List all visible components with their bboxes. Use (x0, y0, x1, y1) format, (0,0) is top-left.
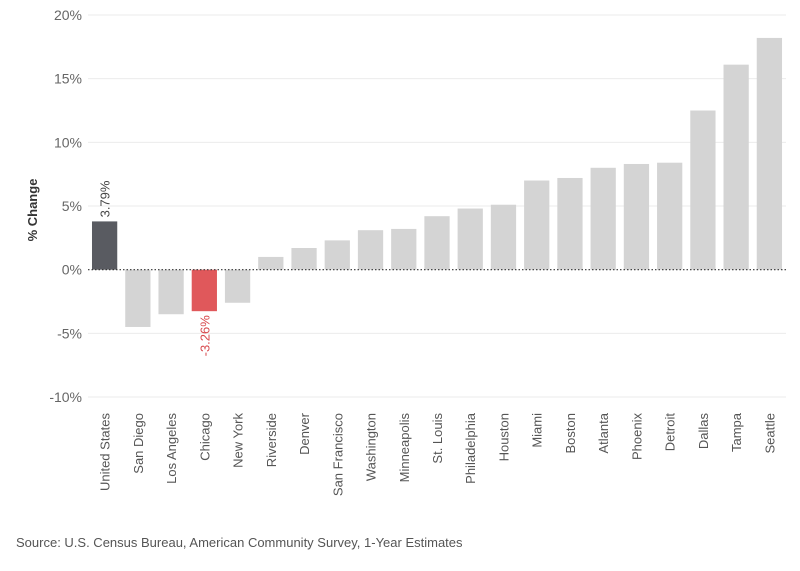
bar (291, 248, 317, 270)
y-tick-label: -10% (49, 389, 82, 405)
x-tick-label: Chicago (197, 413, 212, 461)
x-tick-label: San Diego (131, 413, 146, 474)
x-tick-label: Dallas (696, 413, 711, 450)
bar (690, 110, 716, 270)
x-tick-label: Denver (297, 412, 312, 455)
x-tick-label: Washington (364, 413, 379, 481)
x-tick-label: San Francisco (330, 413, 345, 496)
bar (723, 64, 749, 270)
y-tick-label: 20% (54, 7, 82, 23)
x-tick-label: United States (98, 413, 113, 492)
bar (357, 230, 384, 270)
bar-chart: -10% -5% 0% 5% 10% 15% 20% United States San Di… (25, 7, 786, 496)
gridlines (88, 14, 786, 398)
y-tick-label: 0% (62, 262, 82, 278)
x-tick-label: Seattle (762, 413, 777, 453)
x-tick-label: Detroit (663, 413, 678, 452)
x-tick-label: New York (231, 413, 246, 468)
bar (756, 37, 783, 270)
y-tick-label: 15% (54, 71, 82, 87)
bar (424, 216, 450, 270)
bar (490, 204, 517, 270)
x-tick-label: St. Louis (430, 413, 445, 464)
x-tick-label: Los Angeles (164, 413, 179, 484)
bar (457, 208, 483, 270)
bar (191, 269, 217, 312)
x-tick-label: Philadelphia (463, 412, 478, 484)
bar (557, 177, 583, 270)
bar (258, 256, 284, 270)
bar (224, 269, 251, 303)
y-tick-label: 10% (54, 134, 82, 150)
data-labels: 3.79% -3.26% (98, 180, 213, 356)
x-tick-label: Phoenix (629, 413, 644, 460)
bar (524, 180, 550, 270)
source-note: Source: U.S. Census Bureau, American Com… (16, 535, 463, 550)
x-tick-label: Riverside (264, 413, 279, 467)
x-axis-labels: United States San Diego Los Angeles Chicago… (98, 412, 778, 496)
bars (91, 37, 783, 327)
data-label: 3.79% (98, 180, 113, 217)
bar (590, 167, 616, 270)
x-tick-label: Boston (563, 413, 578, 453)
data-label: -3.26% (197, 315, 212, 357)
y-tick-label: -5% (57, 325, 82, 341)
bar (324, 240, 350, 270)
bar (158, 269, 184, 315)
x-tick-label: Atlanta (596, 412, 611, 453)
bar (657, 162, 683, 270)
y-tick-label: 5% (62, 198, 82, 214)
bar (391, 228, 417, 270)
x-tick-label: Minneapolis (397, 413, 412, 483)
bar (91, 221, 118, 270)
y-axis-title: % Change (25, 179, 40, 242)
x-tick-label: Miami (530, 413, 545, 448)
x-tick-label: Tampa (729, 412, 744, 452)
x-tick-label: Houston (496, 413, 511, 461)
bar (125, 269, 151, 327)
y-axis-ticks: -10% -5% 0% 5% 10% 15% 20% (49, 7, 82, 405)
bar (623, 163, 650, 270)
